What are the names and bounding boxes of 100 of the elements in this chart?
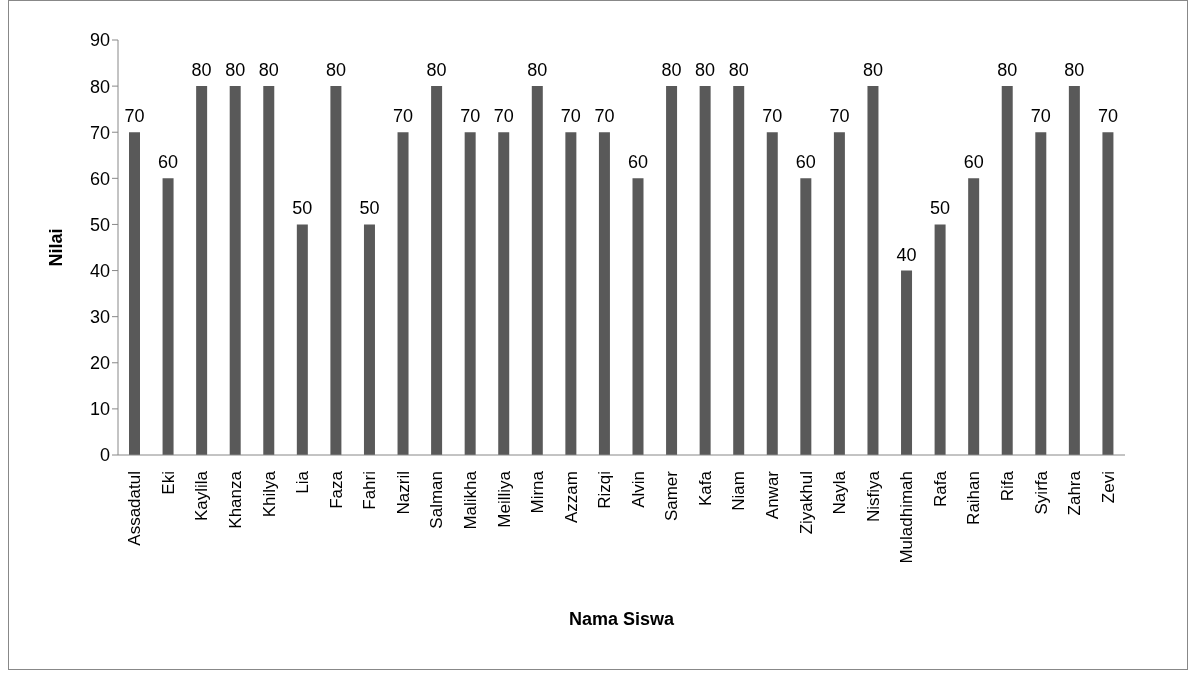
y-tick-label: 70 xyxy=(89,122,110,143)
bar xyxy=(733,86,745,455)
bar xyxy=(397,132,409,455)
data-label: 70 xyxy=(124,106,145,127)
y-tick-label: 50 xyxy=(89,214,110,235)
y-axis-title: Nilai xyxy=(46,228,67,267)
x-tick-label: Kafa xyxy=(695,470,715,506)
x-tick-label: Zevi xyxy=(1098,471,1118,504)
bar xyxy=(1102,132,1114,455)
bar xyxy=(498,132,510,455)
x-tick-label: Salman xyxy=(427,471,447,529)
bar xyxy=(867,86,879,455)
bar xyxy=(229,86,241,455)
data-label: 70 xyxy=(460,106,481,127)
data-label: 80 xyxy=(728,60,749,81)
bar xyxy=(464,132,476,455)
x-tick-label: Rafa xyxy=(930,470,950,507)
x-tick-label: Malikha xyxy=(460,470,480,530)
x-tick-label: Azzam xyxy=(561,471,581,523)
data-label: 80 xyxy=(997,60,1018,81)
y-tick-label: 20 xyxy=(89,353,110,374)
bar xyxy=(598,132,610,455)
bar xyxy=(263,86,275,455)
data-label: 80 xyxy=(225,60,246,81)
bar xyxy=(632,178,644,455)
bar xyxy=(901,270,913,455)
data-label: 80 xyxy=(191,60,212,81)
bar xyxy=(666,86,678,455)
x-tick-label: Khilya xyxy=(259,470,279,518)
y-tick-label: 40 xyxy=(89,260,110,281)
bar xyxy=(162,178,174,455)
data-label: 70 xyxy=(829,106,850,127)
x-tick-label: Assadatul xyxy=(125,471,145,546)
data-label: 70 xyxy=(493,106,514,127)
data-label: 70 xyxy=(560,106,581,127)
bar xyxy=(833,132,845,455)
x-tick-label: Zahra xyxy=(1065,470,1085,516)
bar xyxy=(296,224,308,455)
x-tick-label: Meilliya xyxy=(494,470,514,528)
data-label: 40 xyxy=(896,244,917,265)
bar xyxy=(766,132,778,455)
bar xyxy=(1001,86,1013,455)
bar xyxy=(565,132,577,455)
data-label: 50 xyxy=(930,198,951,219)
y-tick-label: 30 xyxy=(89,307,110,328)
x-tick-label: Rizqi xyxy=(595,471,615,509)
data-label: 80 xyxy=(527,60,548,81)
y-tick-label: 60 xyxy=(89,168,110,189)
x-tick-label: Alvin xyxy=(628,471,648,508)
y-tick-label: 80 xyxy=(89,76,110,97)
bar xyxy=(196,86,208,455)
x-tick-label: Fahri xyxy=(360,471,380,510)
data-label: 80 xyxy=(1064,60,1085,81)
data-label: 70 xyxy=(594,106,615,127)
x-tick-label: Lia xyxy=(293,470,313,494)
y-tick-label: 10 xyxy=(89,399,110,420)
data-label: 70 xyxy=(762,106,783,127)
x-tick-label: Muladhimah xyxy=(897,471,917,564)
data-label: 80 xyxy=(325,60,346,81)
x-tick-label: Eki xyxy=(158,471,178,495)
data-label: 60 xyxy=(963,152,984,173)
x-tick-label: Faza xyxy=(326,470,346,509)
bar xyxy=(1068,86,1080,455)
data-label: 80 xyxy=(258,60,279,81)
data-label: 50 xyxy=(359,198,380,219)
data-label: 80 xyxy=(862,60,883,81)
x-tick-label: Raihan xyxy=(964,471,984,525)
x-tick-label: Syirfa xyxy=(1031,470,1051,515)
x-tick-label: Nisfiya xyxy=(863,470,883,523)
data-label: 60 xyxy=(627,152,649,173)
x-tick-label: Ziyakhul xyxy=(796,471,816,535)
x-tick-label: Khanza xyxy=(225,470,245,529)
bar xyxy=(431,86,443,455)
bar xyxy=(934,224,946,455)
x-tick-label: Anwar xyxy=(763,470,783,520)
bar xyxy=(699,86,711,455)
bar xyxy=(531,86,543,455)
x-tick-label: Kaylila xyxy=(192,470,212,522)
x-tick-label: Samer xyxy=(662,470,682,522)
bar xyxy=(330,86,342,455)
x-tick-label: Nayla xyxy=(830,470,850,515)
x-axis-title: Nama Siswa xyxy=(568,609,676,629)
data-label: 50 xyxy=(292,198,313,219)
data-label: 70 xyxy=(1097,106,1118,127)
y-tick-label: 0 xyxy=(99,445,110,466)
data-label: 70 xyxy=(1030,106,1051,127)
data-label: 60 xyxy=(795,152,816,173)
bar xyxy=(1035,132,1047,455)
y-tick-label: 90 xyxy=(89,30,110,51)
data-label: 80 xyxy=(695,60,716,81)
x-tick-label: Rifa xyxy=(998,470,1018,502)
bar xyxy=(968,178,980,455)
bar xyxy=(129,132,140,455)
bar xyxy=(800,178,812,455)
data-label: 80 xyxy=(426,60,447,81)
x-tick-label: Mirna xyxy=(528,470,548,514)
data-label: 60 xyxy=(158,152,179,173)
x-tick-label: Niam xyxy=(729,471,749,511)
bar xyxy=(363,224,375,455)
data-label: 80 xyxy=(661,60,682,81)
